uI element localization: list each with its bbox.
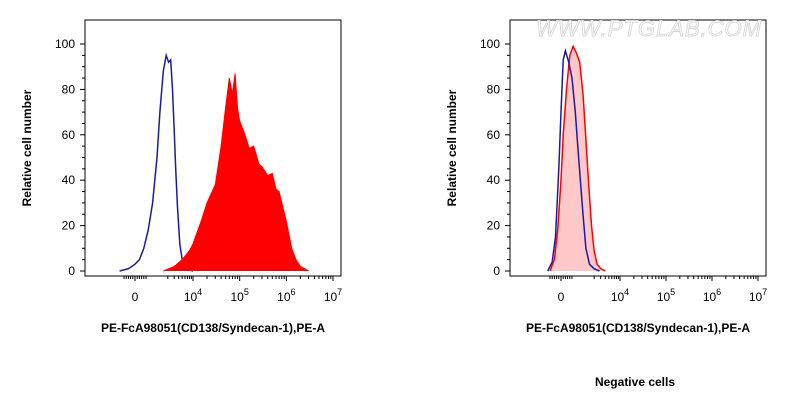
series-fill-0 <box>550 46 606 271</box>
y-tick-label: 100 <box>55 37 75 51</box>
x-tick-label: 106 <box>277 287 295 304</box>
x-tick-label: 104 <box>611 287 629 304</box>
x-tick-label: 105 <box>230 287 248 304</box>
y-tick-label: 0 <box>493 264 500 278</box>
y-tick-label: 100 <box>480 37 500 51</box>
x-tick-label: 0 <box>558 290 565 304</box>
series-layer <box>119 52 309 272</box>
y-axis: 0 20 40 60 80 100 <box>480 37 510 278</box>
x-axis: 0 104 105 106 107 <box>123 276 342 304</box>
histogram-panel-negative: 0 104 105 106 107 0 20 40 60 80 100 PE-FcA98051(C… <box>445 19 767 335</box>
x-tick-label: 104 <box>184 287 202 304</box>
x-axis-title: PE-FcA98051(CD138/Syndecan-1),PE-A <box>526 321 750 335</box>
series-line-1 <box>163 73 309 272</box>
plot-frame <box>509 19 767 277</box>
y-tick-label: 40 <box>62 173 76 187</box>
series-fill-1 <box>163 73 309 271</box>
y-tick-label: 20 <box>487 219 501 233</box>
y-axis-title: Relative cell number <box>20 89 34 206</box>
x-tick-label: 107 <box>749 287 767 304</box>
plot-area <box>84 19 342 277</box>
histogram-panel-sample: 0 104 105 106 107 0 20 40 60 80 100 PE-FcA98051(C… <box>20 19 342 335</box>
y-tick-label: 20 <box>62 219 76 233</box>
series-layer <box>547 44 606 272</box>
x-axis-title: PE-FcA98051(CD138/Syndecan-1),PE-A <box>101 321 325 335</box>
x-tick-label: 0 <box>132 290 139 304</box>
series-line-0 <box>549 44 606 272</box>
series-line-0 <box>119 52 194 272</box>
x-tick-label: 107 <box>324 287 342 304</box>
y-tick-label: 40 <box>487 173 501 187</box>
y-axis-title: Relative cell number <box>445 89 459 206</box>
y-tick-label: 60 <box>62 128 76 142</box>
plot-frame <box>84 19 342 277</box>
y-axis: 0 20 40 60 80 100 <box>55 37 85 278</box>
plot-area <box>509 19 767 277</box>
watermark: WWW.PTGLAB.COM <box>536 16 762 41</box>
x-tick-label: 105 <box>657 287 675 304</box>
series-line-1 <box>547 47 600 272</box>
y-tick-label: 80 <box>487 82 501 96</box>
panel-caption: Negative cells <box>595 375 675 389</box>
y-tick-label: 0 <box>68 264 75 278</box>
x-tick-label: 106 <box>703 287 721 304</box>
y-tick-label: 80 <box>62 82 76 96</box>
x-axis: 0 104 105 106 107 <box>549 276 767 304</box>
y-tick-label: 60 <box>487 128 501 142</box>
